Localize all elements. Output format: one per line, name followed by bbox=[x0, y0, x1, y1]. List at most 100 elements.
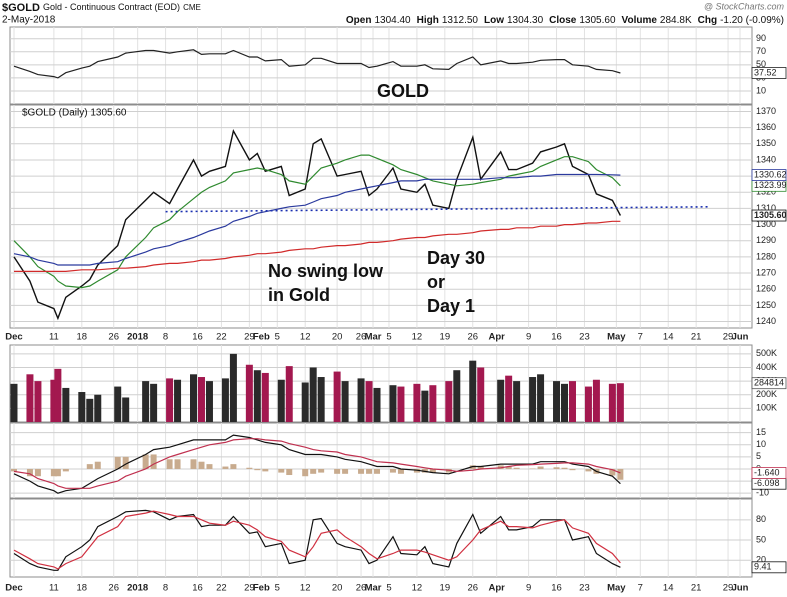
series-line bbox=[13, 509, 621, 571]
volume-bar bbox=[397, 386, 405, 422]
volume-bar bbox=[357, 378, 365, 422]
quote-label: Low bbox=[484, 15, 504, 26]
y-tick-label: 50 bbox=[756, 59, 766, 69]
volume-bar bbox=[453, 370, 461, 422]
volume-bar bbox=[497, 379, 505, 422]
y-tick-label: 10 bbox=[756, 85, 766, 95]
histogram-bar bbox=[366, 468, 373, 474]
volume-bar bbox=[245, 364, 253, 422]
y-tick-label: -10 bbox=[756, 488, 769, 498]
x-tick-label: 19 bbox=[440, 583, 451, 594]
y-tick-label: 5 bbox=[756, 451, 761, 461]
histogram-bar bbox=[122, 456, 129, 469]
histogram-bar bbox=[389, 468, 396, 473]
volume-bar bbox=[445, 381, 453, 422]
histogram-bar bbox=[302, 468, 309, 477]
histogram-bar bbox=[174, 459, 181, 469]
x-tick-label: Dec bbox=[5, 332, 22, 343]
end-label: 37.52 bbox=[754, 67, 777, 77]
end-label: 284814 bbox=[754, 378, 784, 388]
x-tick-label: 5 bbox=[386, 332, 391, 343]
x-tick-label: 26 bbox=[356, 332, 367, 343]
y-tick-label: 1300 bbox=[756, 219, 776, 229]
x-tick-label: 26 bbox=[356, 583, 367, 594]
volume-bar bbox=[505, 375, 513, 422]
trendline bbox=[165, 206, 709, 213]
histogram-bar bbox=[254, 468, 261, 471]
histogram-bar bbox=[62, 468, 69, 472]
series-line bbox=[13, 49, 621, 79]
volume-bar bbox=[537, 374, 545, 422]
x-tick-label: 7 bbox=[638, 583, 643, 594]
x-tick-label: 22 bbox=[216, 332, 227, 343]
x-tick-label: 26 bbox=[108, 332, 119, 343]
x-tick-label: 23 bbox=[579, 583, 590, 594]
x-tick-label: Jun bbox=[732, 583, 749, 594]
volume-bar bbox=[429, 385, 437, 422]
x-tick-label: Mar bbox=[365, 583, 382, 594]
y-tick-label: 1260 bbox=[756, 284, 776, 294]
volume-bar bbox=[34, 381, 42, 422]
x-tick-label: 12 bbox=[300, 332, 311, 343]
quote-value: -1.20 (-0.09%) bbox=[720, 15, 784, 26]
volume-bar bbox=[285, 366, 293, 422]
y-tick-label: 1270 bbox=[756, 267, 776, 277]
histogram-bar bbox=[358, 468, 365, 474]
quote-line: Open 1304.40 High 1312.50 Low 1304.30 Close 130… bbox=[346, 15, 784, 26]
volume-bar bbox=[197, 377, 205, 422]
quote-label: Chg bbox=[698, 15, 717, 26]
x-tick-label: 22 bbox=[216, 583, 227, 594]
volume-bar bbox=[373, 387, 381, 422]
x-tick-label: 29 bbox=[723, 583, 734, 594]
histogram-bar bbox=[561, 467, 568, 469]
annotation: No swing low bbox=[268, 261, 384, 281]
panel bbox=[9, 498, 753, 578]
volume-bar bbox=[174, 379, 182, 422]
volume-bar bbox=[608, 383, 616, 422]
y-tick-label: 80 bbox=[756, 514, 766, 524]
histogram-bar bbox=[222, 466, 229, 469]
histogram-bar bbox=[34, 468, 41, 477]
volume-bar bbox=[229, 353, 237, 422]
histogram-bar bbox=[505, 466, 512, 469]
x-tick-label: 12 bbox=[300, 583, 311, 594]
quote-value: 1304.40 bbox=[374, 15, 411, 26]
x-tick-label: Apr bbox=[489, 332, 506, 343]
histogram-bar bbox=[374, 468, 381, 474]
x-tick-label: Jun bbox=[732, 332, 749, 343]
histogram-bar bbox=[190, 459, 197, 469]
x-tick-label: May bbox=[607, 583, 626, 594]
end-label-box bbox=[751, 209, 787, 222]
volume-bar bbox=[142, 381, 150, 422]
x-tick-label: 20 bbox=[332, 583, 343, 594]
y-tick-label: 15 bbox=[756, 427, 766, 437]
histogram-bar bbox=[585, 468, 592, 472]
volume-bar bbox=[253, 370, 261, 422]
histogram-bar bbox=[26, 468, 33, 477]
end-label-box bbox=[751, 467, 787, 479]
chart-date: 2-May-2018 bbox=[2, 15, 56, 26]
x-tick-label: 8 bbox=[163, 332, 168, 343]
x-tick-label: 29 bbox=[244, 332, 255, 343]
volume-bar bbox=[421, 390, 429, 422]
annotation: or bbox=[427, 272, 445, 292]
y-tick-label: 400K bbox=[756, 362, 777, 372]
volume-bar bbox=[568, 381, 576, 422]
volume-bar bbox=[26, 374, 34, 422]
y-tick-label: 1250 bbox=[756, 300, 776, 310]
histogram-bar bbox=[497, 465, 504, 469]
x-tick-label: 2018 bbox=[127, 332, 148, 343]
y-tick-label: 500K bbox=[756, 348, 777, 358]
x-tick-label: 16 bbox=[551, 583, 562, 594]
series-line bbox=[14, 220, 621, 272]
volume-bar bbox=[277, 379, 285, 422]
series-line bbox=[13, 510, 621, 570]
quote-value: 1304.30 bbox=[507, 15, 544, 26]
volume-bar bbox=[584, 386, 592, 422]
x-tick-label: 16 bbox=[551, 332, 562, 343]
source: @ StockCharts.com bbox=[704, 1, 785, 11]
volume-bar bbox=[122, 397, 130, 422]
volume-bar bbox=[94, 394, 102, 422]
x-tick-label: Feb bbox=[253, 332, 270, 343]
x-tick-label: 5 bbox=[386, 583, 391, 594]
